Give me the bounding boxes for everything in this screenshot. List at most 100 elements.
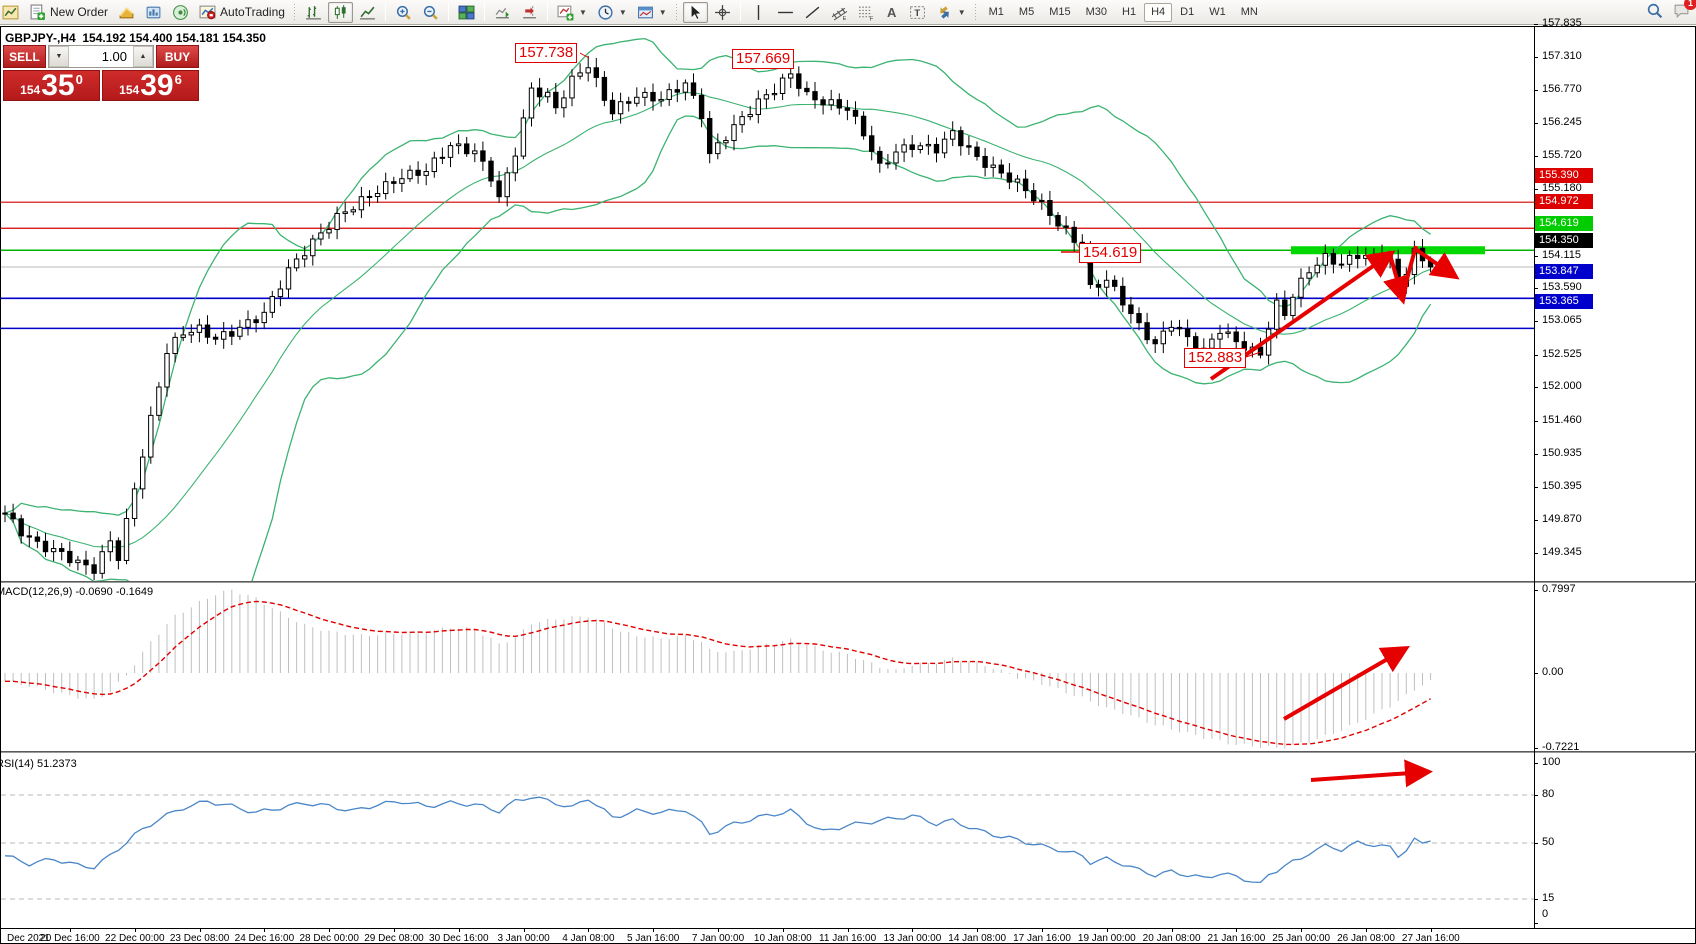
volume-spinner: ▼ 1.00 ▲	[48, 45, 154, 68]
timeframe-m15[interactable]: M15	[1049, 6, 1071, 18]
templates-caret[interactable]: ▼	[658, 7, 667, 17]
time-axis-tick	[458, 929, 460, 932]
chart-line-icon[interactable]	[355, 2, 380, 23]
time-axis-label: 20 Jan 08:00	[1142, 933, 1201, 944]
timeframe-m1[interactable]: M1	[988, 6, 1004, 18]
cursor-icon[interactable]	[682, 1, 708, 23]
horizontal-line-icon[interactable]	[773, 2, 798, 23]
price-tick-mark	[1534, 122, 1538, 124]
svg-text:E: E	[842, 15, 846, 20]
zoom-out-icon[interactable]	[418, 2, 443, 23]
text-icon[interactable]: A	[887, 4, 897, 20]
time-axis-tick	[912, 929, 914, 932]
price-tick-mark	[1534, 453, 1538, 455]
rsi-tick-mark	[1534, 899, 1538, 900]
arrows-caret[interactable]: ▼	[957, 7, 966, 17]
window-chart-icon	[0, 2, 23, 23]
price-chart-pane[interactable]	[1, 27, 1534, 581]
new-order-button[interactable]: New Order	[25, 2, 112, 23]
macd-pane[interactable]	[1, 584, 1534, 751]
timeframe-w1[interactable]: W1	[1209, 6, 1226, 18]
publish-chart-icon[interactable]	[141, 2, 166, 23]
volume-input[interactable]: 1.00	[101, 49, 127, 64]
timeframe-m5[interactable]: M5	[1018, 6, 1035, 18]
pane-separator-rsi[interactable]	[1, 751, 1696, 753]
chat-icon[interactable]: 1	[1673, 0, 1696, 19]
buy-price-display[interactable]: 154 39 6	[102, 70, 199, 101]
templates-icon[interactable]: ▼	[633, 2, 671, 23]
timeframe-d1[interactable]: D1	[1180, 6, 1195, 18]
volume-decrease-button[interactable]: ▼	[49, 46, 69, 67]
signals-icon[interactable]	[168, 2, 193, 23]
price-tick-label: 153.065	[1542, 314, 1582, 327]
crosshair-icon[interactable]	[710, 2, 735, 23]
timeframe-h1[interactable]: H1	[1122, 6, 1137, 18]
time-axis-tick	[394, 929, 395, 932]
vertical-line-icon[interactable]	[746, 2, 771, 23]
trendline-icon[interactable]	[800, 2, 825, 23]
chart-shift-icon[interactable]	[517, 2, 542, 23]
timeframe-mn[interactable]: MN	[1240, 6, 1258, 18]
price-tick-label: 152.525	[1542, 347, 1582, 360]
rsi-axis-label: 100	[1542, 756, 1561, 768]
toolbar-grip-3[interactable]	[973, 3, 978, 21]
toolbar-grip[interactable]	[292, 3, 297, 21]
timeframe-m30[interactable]: M30	[1085, 6, 1108, 18]
time-axis-tick	[782, 929, 784, 932]
buy-button[interactable]: BUY	[156, 45, 199, 68]
price-annotation-label[interactable]: 154.619	[1079, 243, 1142, 263]
sell-price-display[interactable]: 154 35 0	[3, 70, 100, 101]
pane-separator-macd[interactable]	[1, 581, 1696, 583]
macd-tick-mark	[1534, 747, 1538, 749]
volume-increase-button[interactable]: ▲	[133, 46, 153, 67]
price-axis-badge: 154.619	[1535, 216, 1593, 232]
time-axis-label: 25 Jan 00:00	[1272, 933, 1331, 944]
chart-window[interactable]: GBPJPY-,H4 154.192 154.400 154.181 154.3…	[0, 17, 1696, 944]
time-axis-label: 10 Jan 08:00	[753, 933, 812, 944]
time-axis-tick	[1106, 929, 1108, 932]
price-axis-line	[1534, 27, 1535, 928]
auto-scroll-icon[interactable]	[490, 2, 515, 23]
time-axis-label: 7 Jan 00:00	[691, 933, 745, 944]
price-annotation-label[interactable]: 152.883	[1184, 348, 1247, 368]
indicators-caret[interactable]: ▼	[578, 7, 587, 17]
rsi-label: RSI(14) 51.2373	[0, 758, 77, 770]
search-icon[interactable]	[1646, 2, 1663, 19]
fibonacci-icon[interactable]: F	[854, 2, 879, 23]
autotrading-button[interactable]: AutoTrading	[195, 2, 289, 23]
price-tick-label: 155.720	[1542, 148, 1582, 161]
time-axis-label: 17 Jan 16:00	[1013, 933, 1071, 944]
price-axis-badge: 153.847	[1535, 264, 1593, 280]
zoom-in-icon[interactable]	[391, 2, 416, 23]
periods-icon[interactable]: ▼	[593, 2, 631, 23]
arrows-icon[interactable]: ▼	[932, 2, 970, 23]
price-tick-mark	[1534, 487, 1538, 489]
text-label-icon[interactable]: T	[905, 2, 930, 23]
autotrading-label: AutoTrading	[220, 5, 285, 19]
sell-button[interactable]: SELL	[3, 45, 46, 68]
price-axis-badge: 153.365	[1535, 294, 1593, 310]
time-axis-label: 26 Jan 08:00	[1337, 933, 1395, 944]
price-axis-badge: 154.972	[1535, 194, 1593, 210]
price-tick-label: 150.935	[1542, 446, 1582, 459]
time-axis-tick	[653, 929, 655, 932]
rsi-axis-label: 0	[1542, 908, 1549, 920]
rsi-pane[interactable]	[1, 755, 1534, 927]
chart-bars-icon[interactable]	[301, 2, 326, 23]
timeframe-h4[interactable]: H4	[1144, 2, 1173, 22]
periods-caret[interactable]: ▼	[618, 7, 627, 17]
time-axis-label: 20 Dec 16:00	[40, 933, 100, 944]
price-annotation-label[interactable]: 157.738	[515, 43, 578, 63]
toolbar-grip-2[interactable]	[674, 3, 679, 21]
price-tick-label: 150.395	[1542, 480, 1582, 493]
chart-candles-icon[interactable]	[327, 1, 353, 23]
price-annotation-label[interactable]: 157.669	[732, 49, 795, 69]
macd-label: MACD(12,26,9) -0.0690 -0.1649	[0, 586, 154, 598]
indicators-icon[interactable]: ▼	[553, 2, 591, 23]
channel-icon[interactable]: E	[827, 2, 852, 23]
tile-windows-icon[interactable]	[454, 2, 479, 23]
rsi-tick-mark	[1534, 795, 1538, 796]
time-axis-tick	[264, 929, 266, 932]
market-watch-icon[interactable]	[114, 2, 139, 23]
